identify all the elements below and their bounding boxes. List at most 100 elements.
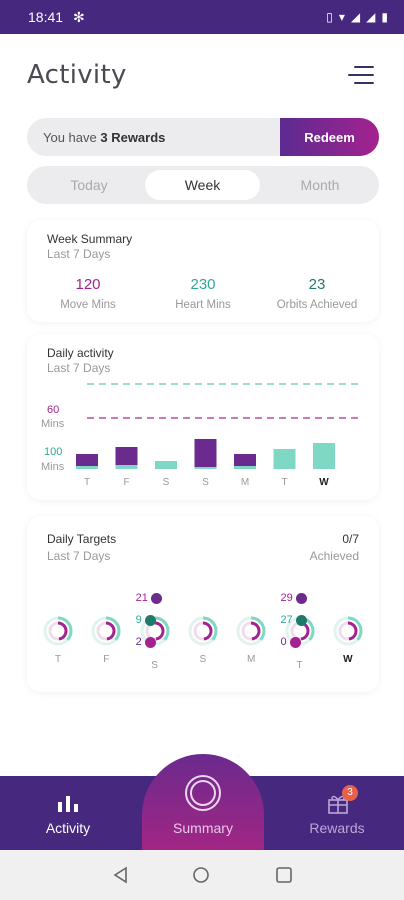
daily-activity-title: Daily activity (47, 346, 114, 360)
target-60-unit: Mins (41, 418, 65, 430)
redeem-button[interactable]: Redeem (280, 118, 379, 156)
x-tick-label: T (84, 477, 90, 488)
header: Activity (0, 34, 404, 114)
target-ring[interactable] (333, 616, 363, 646)
orbit-count-icon (289, 636, 301, 648)
bar-move (115, 447, 138, 465)
tab-month[interactable]: Month (300, 177, 340, 193)
signal-icon: ◢ (350, 10, 361, 24)
bar-heart (115, 465, 138, 469)
target-ring[interactable] (236, 616, 266, 646)
week-summary-title: Week Summary (47, 232, 133, 246)
daily-activity-card: Daily activity Last 7 Days 60 Mins 100 M… (27, 334, 379, 500)
menu-icon[interactable] (346, 64, 374, 86)
nav-activity-label: Activity (45, 820, 91, 836)
stat-heart: 230 Heart Mins (148, 276, 258, 311)
daily-targets-title: Daily Targets (47, 532, 117, 546)
nav-summary-label: Summary (173, 820, 233, 836)
target-100-value: 100 (44, 446, 63, 458)
nav-summary[interactable]: Summary (142, 754, 264, 850)
stat-move-label: Move Mins (60, 299, 116, 311)
status-time: 18:41 (28, 9, 64, 25)
page-title: Activity (27, 60, 127, 90)
bar-heart (155, 461, 177, 469)
recents-icon[interactable] (275, 866, 293, 884)
x-tick-label: S (163, 477, 170, 488)
period-tabs: Today Week Month (27, 166, 379, 204)
battery-icon: ▮ (381, 10, 388, 24)
bar-move (234, 454, 256, 466)
stat-heart-value: 230 (190, 276, 216, 293)
target-day-label: F (103, 654, 110, 665)
move-count: 21 (136, 592, 162, 604)
heart-count-icon (295, 614, 307, 626)
orbit-count: 0 (281, 636, 301, 648)
heart-count-icon (144, 614, 156, 626)
orbit-icon (185, 775, 221, 811)
fan-icon: ✻ (73, 8, 85, 25)
target-day-label: T (54, 654, 62, 665)
orbit-count: 2 (136, 636, 156, 648)
bar-move (76, 454, 98, 466)
daily-targets-card: Daily Targets Last 7 Days 0/7 Achieved T… (27, 516, 379, 692)
target-ring[interactable] (91, 616, 121, 646)
target-60-value: 60 (47, 404, 60, 416)
target-day-label: T (296, 660, 303, 671)
x-tick-label: S (202, 477, 209, 488)
rewards-badge: 3 (342, 785, 358, 801)
heart-count: 9 (136, 614, 156, 626)
nav-activity[interactable]: Activity (3, 776, 133, 850)
achieved-label: Achieved (309, 549, 359, 563)
rewards-prefix: You have (43, 129, 101, 145)
nav-rewards-label: Rewards (309, 820, 365, 836)
week-summary-card: Week Summary Last 7 Days 120 Move Mins 2… (27, 220, 379, 322)
rewards-text: You have 3 Rewards (27, 130, 165, 145)
back-icon[interactable] (112, 866, 130, 884)
bar-move (194, 439, 217, 467)
rewards-bar: You have 3 Rewards Redeem (27, 118, 379, 156)
target-day-label: S (199, 654, 207, 665)
nav-rewards[interactable]: 3 Rewards (272, 776, 402, 850)
x-tick-label: F (123, 477, 129, 488)
home-icon[interactable] (192, 866, 210, 884)
target-day-label: M (247, 654, 256, 665)
stat-heart-label: Heart Mins (175, 299, 231, 311)
bar-heart (313, 443, 335, 469)
orbit-count-icon (144, 636, 156, 648)
achieved-count: 0/7 (342, 532, 359, 546)
signal-icon-2: ◢ (366, 10, 376, 24)
week-summary-subtitle: Last 7 Days (47, 247, 111, 261)
target-day-label: S (151, 660, 158, 671)
tab-week[interactable]: Week (145, 170, 260, 200)
bar-chart-icon (58, 796, 78, 812)
stat-orbits-value: 23 (308, 276, 326, 293)
bar-heart (273, 449, 296, 469)
move-count-icon (295, 592, 307, 604)
rewards-count: 3 Rewards (100, 129, 166, 145)
move-count-icon (150, 592, 162, 604)
x-tick-label: W (319, 477, 329, 488)
stat-move: 120 Move Mins (33, 276, 143, 311)
android-nav-bar (0, 850, 404, 900)
status-bar: 18:41 ✻ ▯ ▾ ◢ ◢ ▮ (0, 0, 404, 34)
target-100-unit: Mins (41, 461, 65, 473)
target-day-label: W (343, 654, 353, 665)
stat-orbits-label: Orbits Achieved (276, 299, 358, 311)
stat-orbits: 23 Orbits Achieved (262, 276, 372, 311)
daily-activity-subtitle: Last 7 Days (47, 361, 111, 375)
wifi-icon: ▾ (338, 10, 345, 24)
heart-count: 27 (281, 614, 307, 626)
bar-heart (76, 466, 98, 469)
target-ring[interactable] (43, 616, 73, 646)
x-tick-label: M (241, 477, 249, 488)
tab-today[interactable]: Today (70, 177, 108, 193)
vibrate-icon: ▯ (326, 10, 333, 24)
stat-move-value: 120 (75, 276, 101, 293)
bar-heart (234, 466, 256, 469)
daily-targets-subtitle: Last 7 Days (47, 549, 111, 563)
x-tick-label: T (281, 477, 287, 488)
target-ring[interactable] (188, 616, 218, 646)
bar-heart (194, 467, 217, 469)
move-count: 29 (281, 592, 307, 604)
